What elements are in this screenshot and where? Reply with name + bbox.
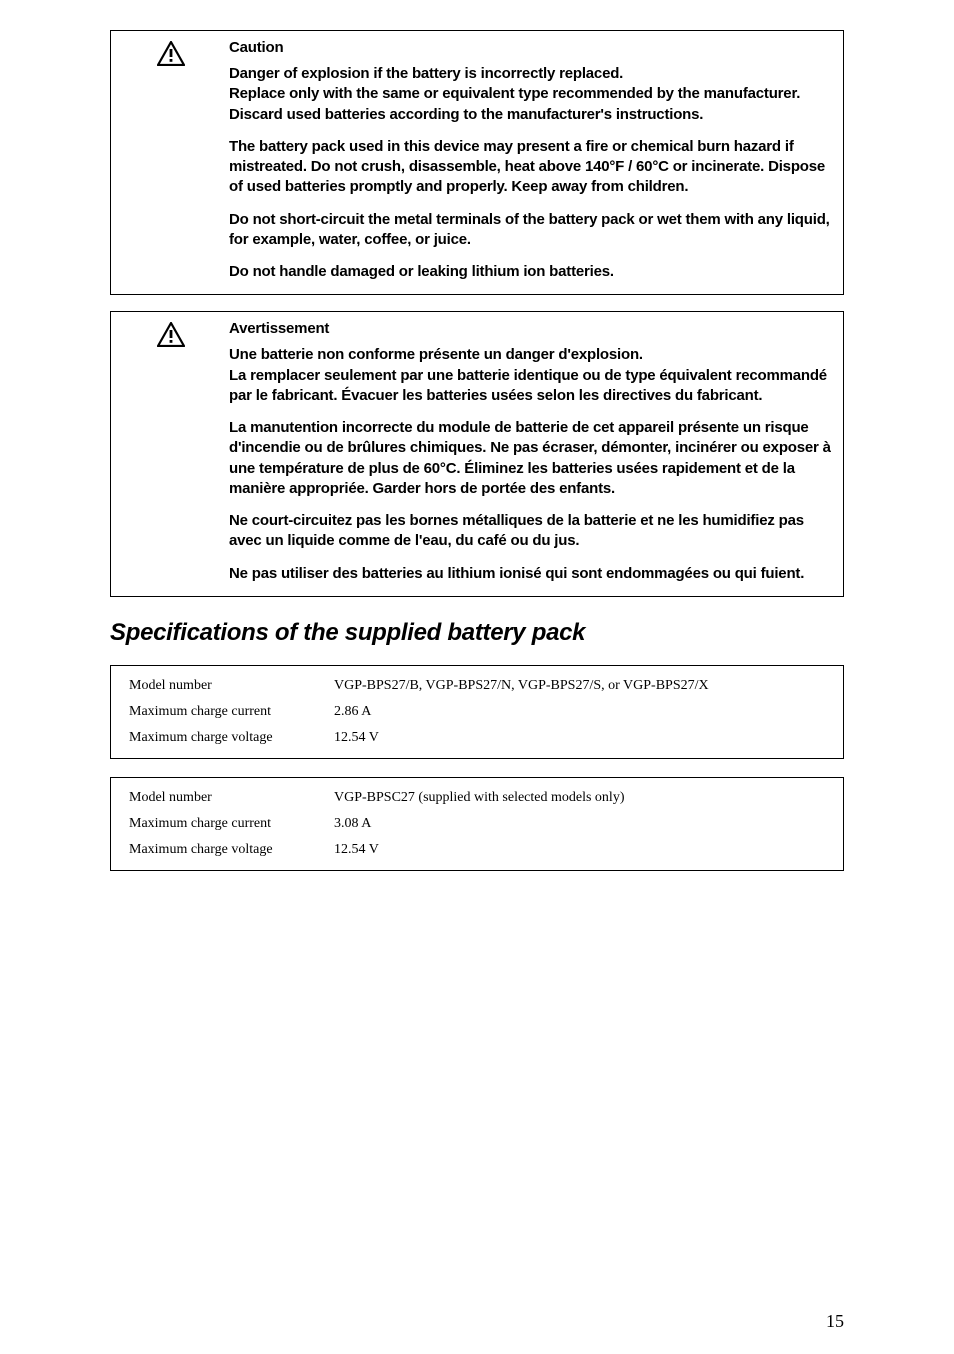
spec-row: Maximum charge current 2.86 A (129, 704, 825, 720)
spec-label: Maximum charge voltage (129, 730, 334, 746)
avertissement-paragraph: Ne pas utiliser des batteries au lithium… (229, 564, 831, 584)
spec-value: VGP-BPSC27 (supplied with selected model… (334, 790, 625, 806)
spec-value: 2.86 A (334, 704, 371, 720)
spec-row: Maximum charge voltage 12.54 V (129, 842, 825, 858)
spec-label: Model number (129, 678, 334, 694)
spec-value: 12.54 V (334, 730, 379, 746)
spec-value: 12.54 V (334, 842, 379, 858)
avertissement-icon-cell (111, 312, 229, 596)
avertissement-title: Avertissement (229, 320, 831, 337)
spec-row: Maximum charge voltage 12.54 V (129, 730, 825, 746)
caution-paragraph: Danger of explosion if the battery is in… (229, 64, 831, 125)
caution-content: Caution Danger of explosion if the batte… (229, 31, 843, 294)
spec-row: Model number VGP-BPSC27 (supplied with s… (129, 790, 825, 806)
spec-label: Maximum charge voltage (129, 842, 334, 858)
caution-icon-cell (111, 31, 229, 294)
avertissement-paragraph: La manutention incorrecte du module de b… (229, 418, 831, 499)
caution-paragraph: Do not handle damaged or leaking lithium… (229, 262, 831, 282)
avertissement-paragraph: Une batterie non conforme présente un da… (229, 345, 831, 406)
spec-row: Maximum charge current 3.08 A (129, 816, 825, 832)
caution-title: Caution (229, 39, 831, 56)
spec-label: Model number (129, 790, 334, 806)
caution-paragraph: The battery pack used in this device may… (229, 137, 831, 198)
caution-box: Caution Danger of explosion if the batte… (110, 30, 844, 295)
avertissement-paragraph: Ne court-circuitez pas les bornes métall… (229, 511, 831, 552)
avertissement-content: Avertissement Une batterie non conforme … (229, 312, 843, 596)
spec-label: Maximum charge current (129, 816, 334, 832)
avertissement-box: Avertissement Une batterie non conforme … (110, 311, 844, 597)
caution-paragraph: Do not short-circuit the metal terminals… (229, 210, 831, 251)
section-heading: Specifications of the supplied battery p… (110, 619, 844, 647)
page-number: 15 (826, 1311, 844, 1332)
spec-value: VGP-BPS27/B, VGP-BPS27/N, VGP-BPS27/S, o… (334, 678, 709, 694)
spec-row: Model number VGP-BPS27/B, VGP-BPS27/N, V… (129, 678, 825, 694)
spec-label: Maximum charge current (129, 704, 334, 720)
spec-value: 3.08 A (334, 816, 371, 832)
warning-triangle-icon (157, 322, 185, 347)
spec-box-1: Model number VGP-BPS27/B, VGP-BPS27/N, V… (110, 665, 844, 759)
warning-triangle-icon (157, 41, 185, 66)
spec-box-2: Model number VGP-BPSC27 (supplied with s… (110, 777, 844, 871)
